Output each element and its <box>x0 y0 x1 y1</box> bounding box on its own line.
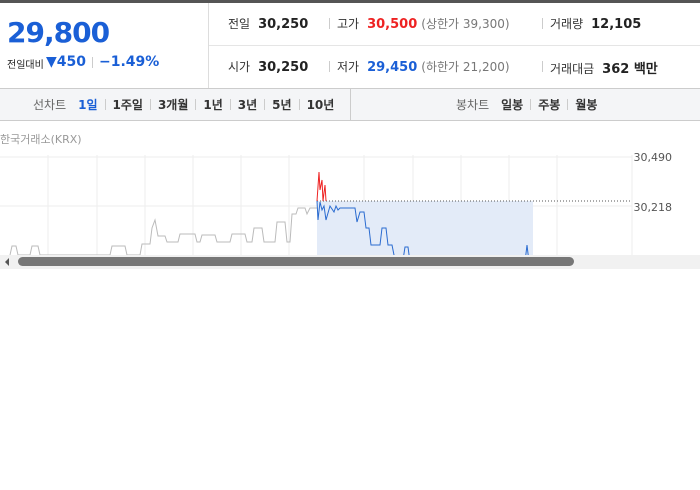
tab[interactable]: 주봉 <box>538 98 561 112</box>
change-value: 450 <box>56 54 87 70</box>
chart: 30,490 30,218 <box>0 151 673 263</box>
change-label: 전일대비 <box>7 60 44 71</box>
price: 29,800 <box>7 16 110 49</box>
range-area <box>317 201 533 261</box>
stat-value: 12,105 <box>591 17 642 32</box>
stat-value: 30,500 <box>367 17 418 32</box>
separator <box>298 99 300 110</box>
separator <box>530 99 532 110</box>
separator <box>195 99 197 110</box>
stat: 전일 30,250 <box>228 15 308 32</box>
y-tick-label: 30,490 <box>634 151 673 164</box>
tab[interactable]: 5년 <box>272 98 292 112</box>
separator <box>229 99 231 110</box>
separator <box>92 57 93 68</box>
tab[interactable]: 1주일 <box>112 98 143 112</box>
down-line <box>316 200 530 263</box>
stat-note: (상한가 39,300) <box>421 17 510 31</box>
stat-label: 전일 <box>228 17 251 31</box>
tab[interactable]: 3개월 <box>157 98 189 112</box>
change: ▼450 <box>46 54 86 70</box>
scroll-thumb[interactable] <box>18 257 574 266</box>
y-tick-label: 30,218 <box>634 201 673 214</box>
divider <box>208 3 209 88</box>
stat-value: 30,250 <box>258 17 309 32</box>
tab[interactable]: 월봉 <box>575 98 598 112</box>
separator <box>542 18 543 29</box>
stat-label: 저가 <box>337 60 360 74</box>
down-arrow: ▼ <box>46 54 57 70</box>
stat-note: (하한가 21,200) <box>421 60 510 74</box>
separator <box>542 61 543 72</box>
divider <box>350 89 351 120</box>
change-rate: −1.49% <box>99 54 160 70</box>
tab-group: 선차트 1일 1주일 3개월 1년 3년 5년 10년 <box>33 96 334 113</box>
stat: 거래대금 362 백만 <box>550 58 658 77</box>
tab[interactable]: 1년 <box>203 98 223 112</box>
source: 한국거래소(KRX) <box>0 133 82 146</box>
stat-value: 29,450 <box>367 60 418 75</box>
scroll-left-arrow[interactable] <box>5 258 9 266</box>
stat-label: 고가 <box>337 17 360 31</box>
separator <box>104 99 106 110</box>
separator <box>329 61 330 72</box>
tab[interactable]: 3년 <box>237 98 258 112</box>
stat-label: 거래량 <box>550 17 584 31</box>
stat: 거래량 12,105 <box>550 15 641 32</box>
separator <box>567 99 569 110</box>
tab-group: 봉차트 일봉 주봉 월봉 <box>456 96 597 113</box>
stat: 저가 29,450 (하한가 21,200) <box>337 58 510 75</box>
stat: 시가 30,250 <box>228 58 308 75</box>
separator <box>329 18 330 29</box>
tab[interactable]: 일봉 <box>501 98 524 112</box>
stat-label: 거래대금 <box>550 62 595 76</box>
tab-group-label: 봉차트 <box>456 98 490 112</box>
tab-group-label: 선차트 <box>33 98 67 112</box>
top-border <box>0 0 700 3</box>
separator <box>264 99 266 110</box>
stat: 고가 30,500 (상한가 39,300) <box>337 15 510 32</box>
tab[interactable]: 1일 <box>78 98 98 112</box>
tab[interactable]: 10년 <box>306 98 335 112</box>
up-line <box>316 171 327 202</box>
stat-label: 시가 <box>228 60 251 74</box>
separator <box>149 99 151 110</box>
stat-value: 362 백만 <box>602 62 658 77</box>
divider <box>209 45 700 46</box>
history-line <box>9 207 317 256</box>
stat-value: 30,250 <box>258 60 309 75</box>
